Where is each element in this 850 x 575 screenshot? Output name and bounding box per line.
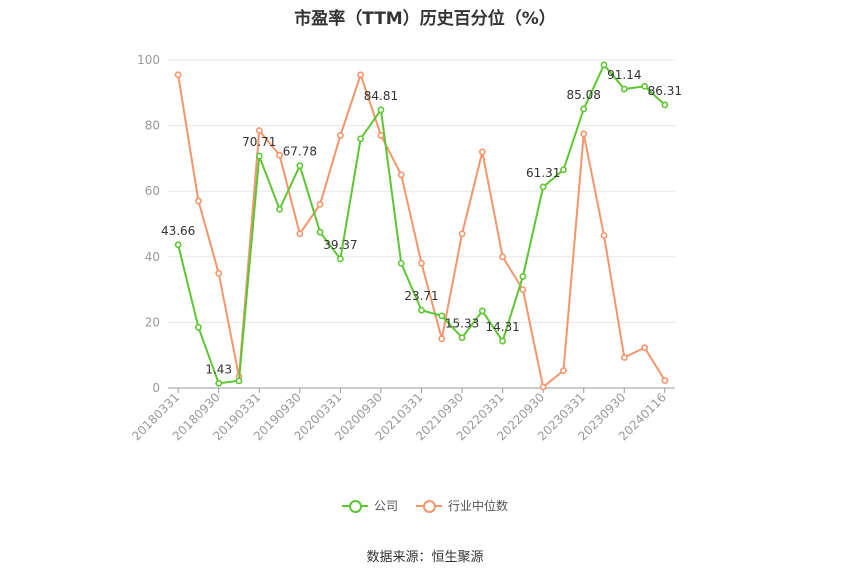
data-point (641, 82, 648, 90)
y-tick-label: 0 (152, 381, 160, 395)
data-point (195, 323, 202, 331)
data-point (458, 230, 466, 238)
data-label: 1.43 (205, 362, 232, 376)
data-point (499, 253, 507, 261)
data-point (620, 85, 628, 93)
data-point (357, 135, 365, 143)
data-label: 39.37 (323, 238, 357, 252)
legend-item-company[interactable]: 公司 (341, 497, 398, 514)
data-point (600, 61, 608, 69)
data-label: 15.33 (445, 317, 479, 331)
legend-label-industry: 行业中位数 (448, 499, 509, 513)
data-label: 23.71 (404, 289, 438, 303)
series-line (177, 73, 666, 389)
data-point (478, 307, 486, 315)
data-point (458, 334, 466, 342)
data-point (174, 71, 182, 79)
data-point (397, 171, 405, 179)
data-point (641, 344, 648, 352)
data-point (174, 241, 182, 249)
data-point (255, 152, 263, 160)
y-tick-label: 60 (145, 184, 160, 198)
data-label: 91.14 (607, 68, 641, 82)
data-point (539, 383, 547, 391)
data-label: 61.31 (526, 166, 560, 180)
data-label: 85.08 (567, 88, 601, 102)
y-tick-label: 20 (145, 315, 160, 329)
data-point (316, 200, 324, 208)
data-point (336, 255, 344, 263)
data-point (336, 132, 344, 139)
data-point (255, 127, 263, 134)
legend-swatch-industry (416, 499, 442, 513)
chart-title: 市盈率（TTM）历史百分位（%） (294, 9, 556, 29)
data-point (560, 166, 567, 174)
data-point (519, 286, 527, 293)
legend-label-company: 公司 (373, 499, 398, 513)
legend-item-industry[interactable]: 行业中位数 (416, 497, 508, 514)
y-tick-label: 40 (145, 250, 160, 264)
data-point (580, 130, 588, 138)
data-point (600, 232, 608, 239)
data-point (377, 132, 385, 139)
data-label: 86.31 (648, 84, 682, 98)
data-point (276, 151, 283, 159)
data-point (296, 162, 304, 170)
data-point (438, 312, 446, 320)
data-point (438, 335, 446, 343)
y-tick-label: 100 (137, 53, 160, 67)
data-point (316, 228, 324, 236)
data-point (296, 230, 304, 238)
data-point (478, 148, 486, 156)
data-point (620, 354, 628, 361)
data-label: 84.81 (364, 89, 398, 103)
data-label: 67.78 (283, 145, 317, 159)
data-point (215, 379, 223, 387)
legend-swatch-company (341, 499, 368, 513)
data-point (499, 337, 507, 345)
data-label: 14.31 (485, 320, 519, 334)
data-point (580, 105, 588, 113)
data-label: 70.71 (242, 135, 276, 149)
data-point (519, 273, 527, 280)
data-point (418, 306, 425, 314)
data-source: 数据来源：恒生聚源 (366, 550, 484, 565)
data-point (418, 259, 425, 267)
data-point (235, 377, 243, 385)
data-point (195, 197, 202, 205)
data-point (397, 259, 405, 267)
data-point (276, 205, 283, 213)
data-point (215, 269, 223, 277)
data-point (560, 367, 567, 375)
data-point (539, 183, 547, 191)
data-point (661, 101, 669, 109)
data-point (377, 106, 385, 114)
legend: 公司 行业中位数 (0, 497, 850, 514)
data-point (357, 71, 365, 79)
y-tick-label: 80 (145, 119, 160, 133)
data-point (661, 377, 669, 384)
data-label: 43.66 (161, 224, 195, 238)
